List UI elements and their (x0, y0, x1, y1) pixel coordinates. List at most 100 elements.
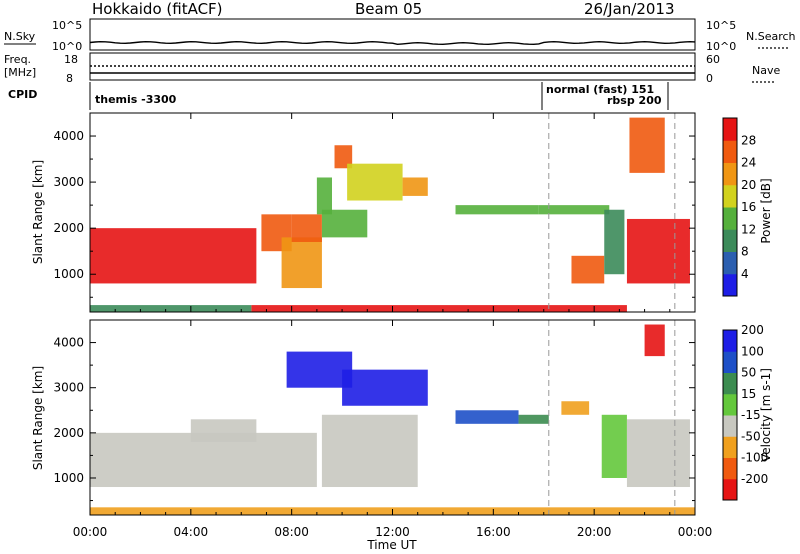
power-colorbar-tick: 28 (741, 133, 756, 147)
x-tick-label: 04:00 (174, 525, 209, 539)
freq-label-2: [MHz] (4, 66, 36, 79)
velocity-colorbar-label: Velocity [m s-1] (759, 368, 773, 462)
power-colorbar-segment (723, 184, 737, 208)
velocity-colorbar-tick: 100 (741, 344, 764, 358)
velocity-panel: 1000 2000 3000 4000 Slant Range [km] (31, 319, 696, 516)
velocity-region-6 (518, 414, 549, 424)
cpid-mode-normal: normal (fast) 151 (546, 83, 654, 96)
power-colorbar-segment (723, 251, 737, 275)
station-title: Hokkaido (fitACF) (92, 0, 223, 18)
nsearch-scale-bottom: 10^0 (706, 40, 736, 53)
velocity-colorbar-segment (723, 351, 737, 373)
nsky-scale-top: 10^5 (52, 19, 82, 32)
x-tick-label: 16:00 (476, 525, 511, 539)
velocity-colorbar-segment (723, 457, 737, 480)
velocity-colorbar-segment (723, 436, 737, 458)
power-colorbar-tick: 20 (741, 178, 756, 192)
beam-title: Beam 05 (355, 0, 422, 18)
y-tick-label: 2000 (53, 426, 84, 440)
nsearch-label: N.Search (746, 30, 796, 43)
velocity-region-9 (626, 419, 690, 488)
velocity-colorbar-tick: 15 (741, 387, 756, 401)
velocity-region-8 (601, 414, 627, 478)
velocity-region-7 (561, 401, 590, 415)
cpid-label: CPID (8, 88, 37, 101)
power-data (90, 113, 690, 312)
power-region-9 (455, 205, 539, 215)
power-region-8 (321, 209, 368, 238)
velocity-region-3 (286, 351, 353, 388)
velocity-region-5 (455, 410, 519, 424)
velocity-colorbar: -200 -100 -50 -15 15 50 100 200 (722, 323, 768, 501)
velocity-colorbar-segment (723, 415, 737, 437)
freq-strip: Freq. [MHz] 18 8 60 0 Nave (4, 52, 780, 85)
velocity-region-2 (321, 414, 418, 488)
nsearch-scale-top: 10^5 (706, 19, 736, 32)
velocity-colorbar-segment (723, 393, 737, 416)
power-colorbar: 4 8 12 16 20 24 28 (722, 117, 756, 297)
freq-scale-bottom: 8 (66, 72, 73, 85)
velocity-colorbar-segment (723, 372, 737, 395)
power-region-15 (251, 305, 627, 312)
y-tick-label: 1000 (53, 471, 84, 485)
nsky-strip: N.Sky 10^5 10^0 10^5 10^0 N.Search (4, 18, 796, 53)
y-tick-label: 4000 (53, 129, 84, 143)
power-colorbar-label: Power [dB] (759, 178, 773, 243)
power-region-11 (571, 255, 605, 284)
velocity-colorbar-tick: 50 (741, 366, 756, 380)
power-colorbar-segment (723, 118, 737, 141)
nsky-label: N.Sky (4, 30, 36, 43)
power-region-0 (90, 228, 257, 284)
cpid-mode-rbsp: rbsp 200 (607, 94, 662, 107)
x-tick-label: 00:00 (73, 525, 108, 539)
power-region-10 (538, 205, 610, 215)
y-tick-label: 3000 (53, 381, 84, 395)
power-region-12 (604, 209, 625, 275)
y-tick-label: 4000 (53, 336, 84, 350)
power-region-13 (626, 218, 690, 284)
nave-label: Nave (752, 64, 780, 77)
power-region-4 (316, 177, 332, 215)
y-tick-label: 1000 (53, 267, 84, 281)
velocity-colorbar-segment (723, 330, 737, 352)
power-ylabel: Slant Range [km] (31, 160, 45, 264)
nsky-line (89, 40, 696, 46)
power-region-5 (334, 145, 353, 169)
x-tick-label: 08:00 (274, 525, 309, 539)
velocity-colorbar-tick: -100 (741, 451, 768, 465)
nsky-scale-bottom: 10^0 (52, 40, 82, 53)
freq-label-1: Freq. (4, 53, 31, 66)
velocity-colorbar-segment (723, 478, 737, 501)
freq-scale-top: 18 (64, 53, 78, 66)
power-region-3 (291, 214, 322, 242)
power-colorbar-segment (723, 207, 737, 230)
velocity-colorbar-tick: -200 (741, 472, 768, 486)
velocity-region-4 (342, 369, 428, 406)
y-tick-label: 2000 (53, 221, 84, 235)
power-region-2 (281, 237, 322, 289)
power-colorbar-segment (723, 140, 737, 163)
velocity-colorbar-tick: -50 (741, 429, 761, 443)
y-tick-label: 3000 (53, 175, 84, 189)
power-panel: 1000 2000 3000 4000 Slant Range [km] (31, 112, 696, 313)
power-region-16 (90, 305, 252, 312)
power-colorbar-segment (723, 229, 737, 252)
velocity-region-10 (644, 324, 665, 357)
power-colorbar-segment (723, 162, 737, 186)
velocity-region-1 (190, 419, 257, 442)
velocity-colorbar-tick: -15 (741, 408, 761, 422)
power-colorbar-tick: 12 (741, 222, 756, 236)
x-axis: 00:00 04:00 08:00 12:00 16:00 20:00 00:00 (73, 113, 713, 539)
power-colorbar-segment (723, 273, 737, 297)
x-tick-label: 00:00 (678, 525, 713, 539)
cpid-strip: CPID themis -3300 normal (fast) 151 rbsp… (8, 82, 669, 110)
power-region-6 (347, 163, 403, 201)
x-axis-label: Time UT (366, 538, 417, 552)
power-colorbar-tick: 4 (741, 267, 749, 281)
cpid-mode-themis: themis -3300 (95, 93, 177, 106)
power-colorbar-tick: 24 (741, 156, 756, 170)
nave-scale-top: 60 (706, 53, 720, 66)
power-region-14 (629, 117, 665, 173)
velocity-colorbar-tick: 200 (741, 323, 764, 337)
